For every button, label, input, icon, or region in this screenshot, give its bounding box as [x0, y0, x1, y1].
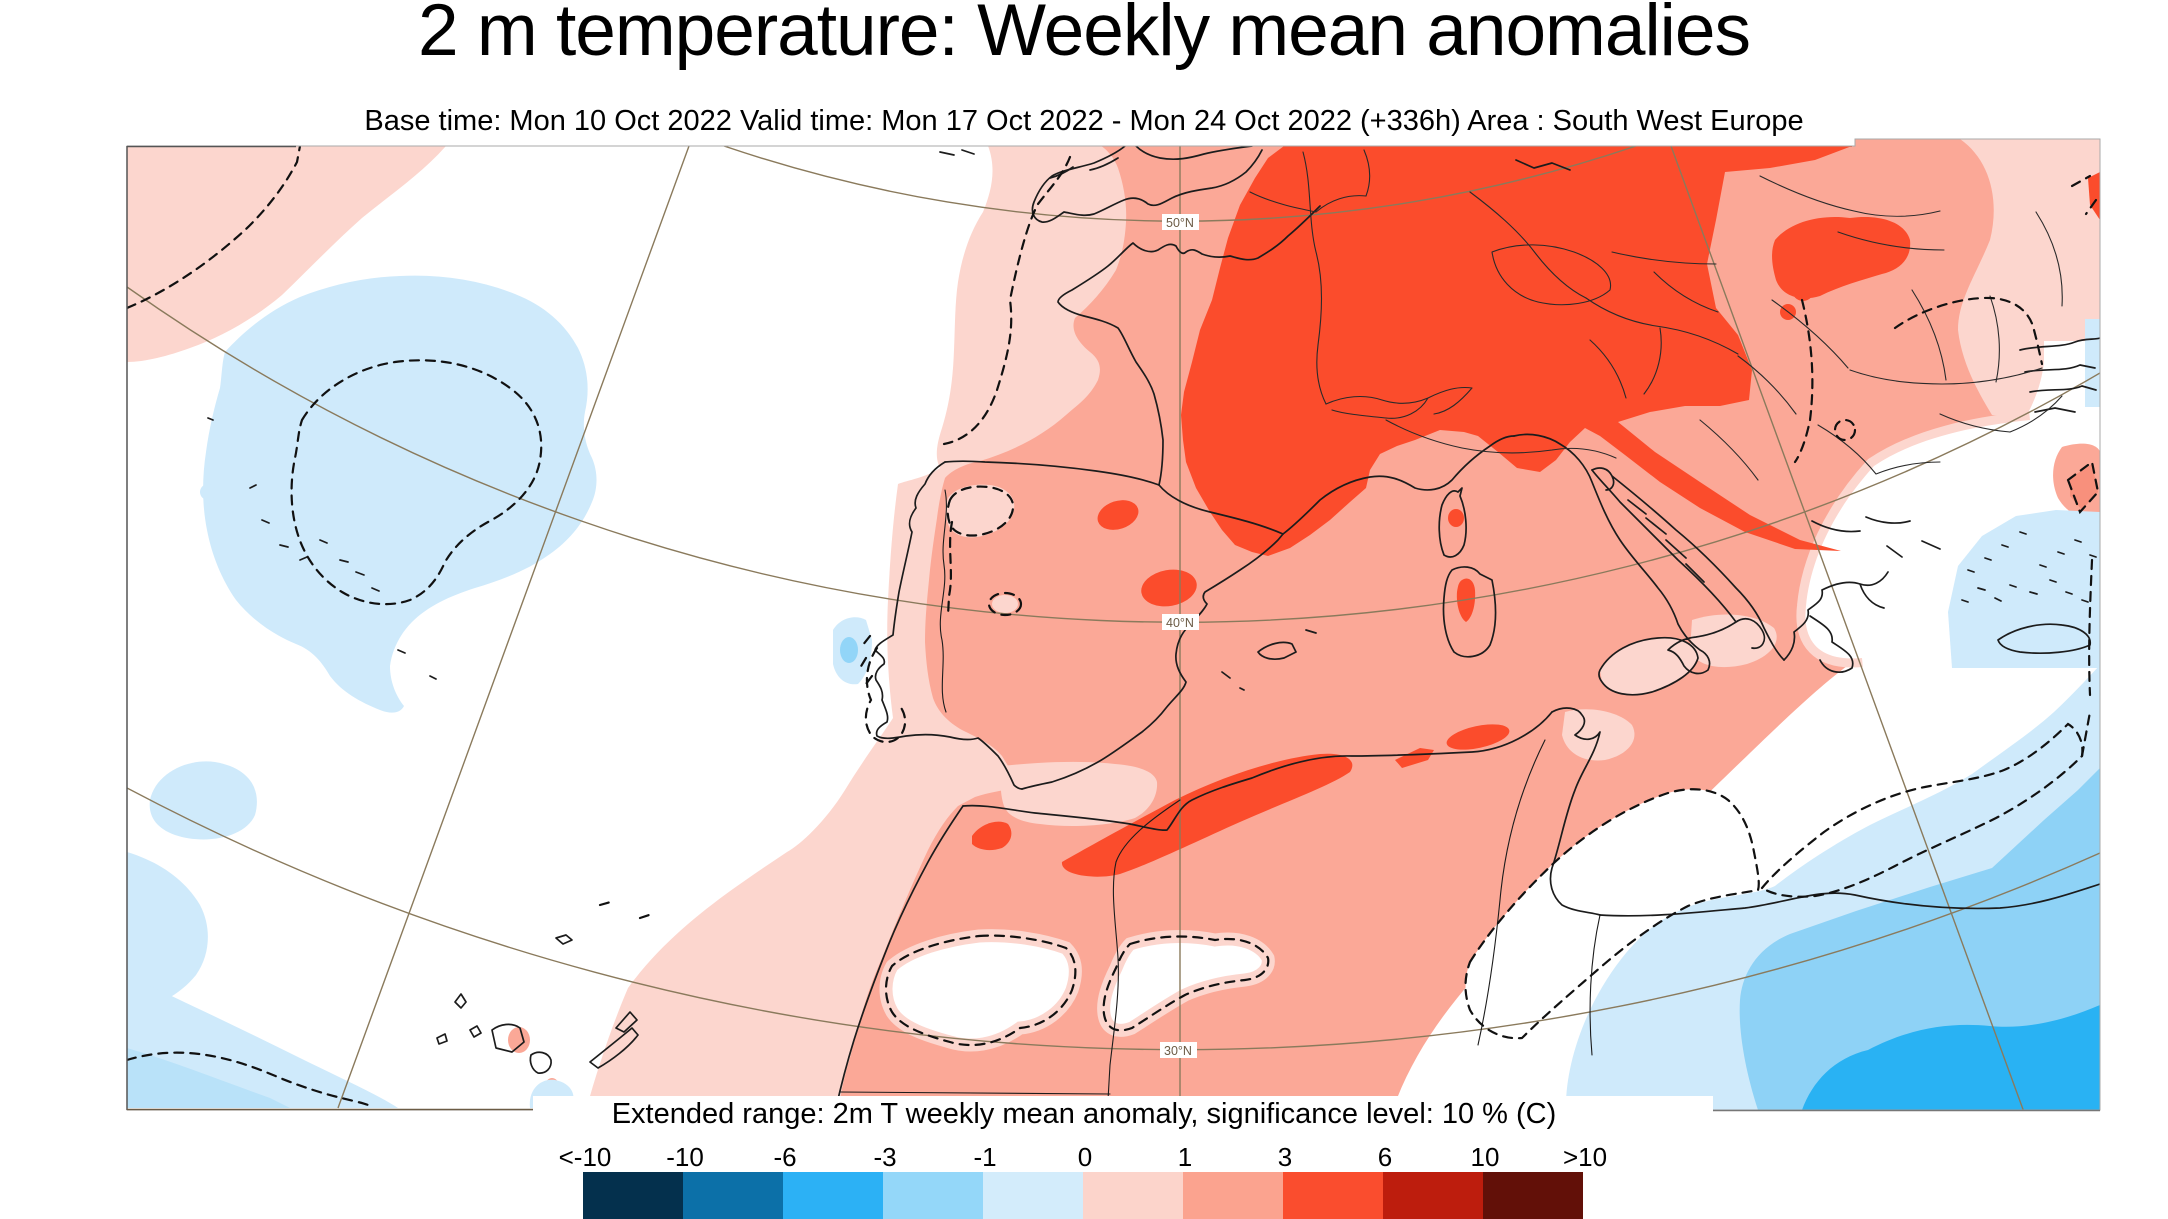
svg-text:40°N: 40°N: [1166, 616, 1194, 630]
svg-text:50°N: 50°N: [1166, 216, 1194, 230]
svg-text:30°N: 30°N: [1164, 1044, 1192, 1058]
